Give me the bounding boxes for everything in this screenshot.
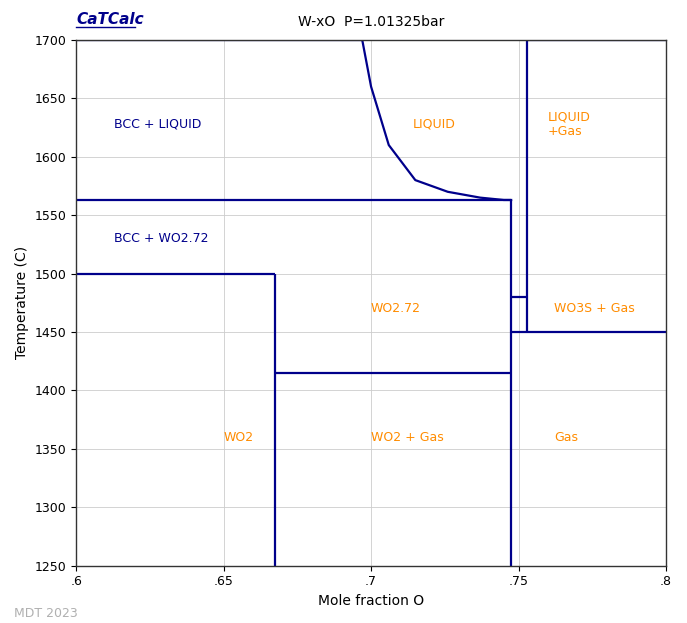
Text: WO2.72: WO2.72 — [371, 302, 421, 315]
Text: CaTCalc: CaTCalc — [76, 12, 144, 27]
Text: WO2: WO2 — [223, 430, 254, 444]
Text: WO3S + Gas: WO3S + Gas — [554, 302, 635, 315]
Text: WO2 + Gas: WO2 + Gas — [371, 430, 444, 444]
Text: Gas: Gas — [554, 430, 578, 444]
Y-axis label: Temperature (C): Temperature (C) — [15, 246, 29, 359]
Text: BCC + LIQUID: BCC + LIQUID — [115, 118, 202, 131]
Title: W-xO  P=1.01325bar: W-xO P=1.01325bar — [298, 15, 444, 29]
X-axis label: Mole fraction O: Mole fraction O — [318, 594, 424, 608]
Text: LIQUID: LIQUID — [412, 118, 455, 131]
Text: BCC + WO2.72: BCC + WO2.72 — [115, 232, 209, 245]
Text: MDT 2023: MDT 2023 — [14, 607, 78, 620]
Text: LIQUID
+Gas: LIQUID +Gas — [548, 110, 591, 138]
